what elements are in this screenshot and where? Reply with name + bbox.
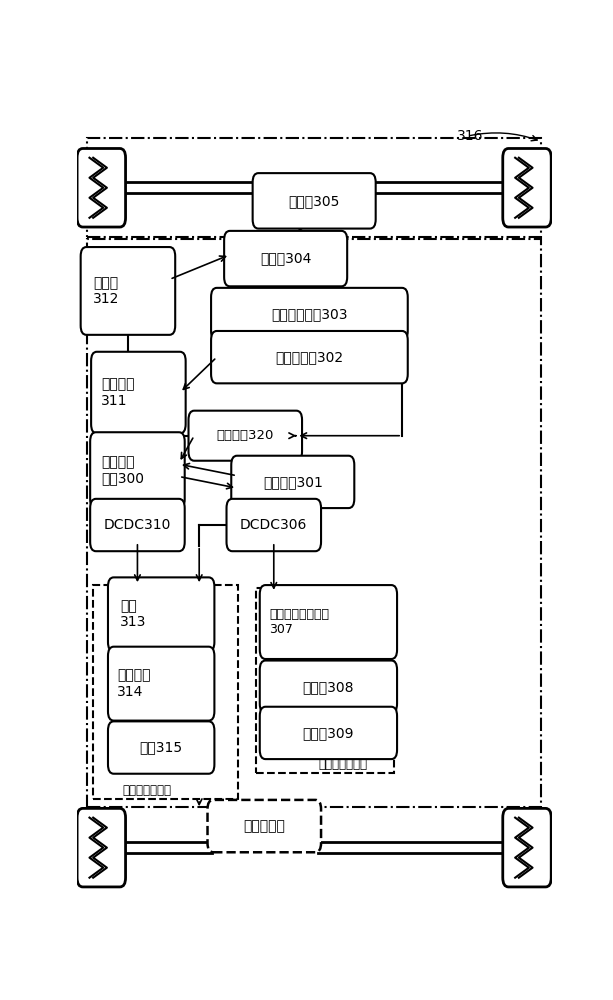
Text: 反相器
312: 反相器 312: [93, 276, 120, 306]
Text: 灯类315: 灯类315: [140, 741, 183, 755]
Text: 电池控制器302: 电池控制器302: [275, 350, 343, 364]
FancyBboxPatch shape: [77, 808, 126, 887]
Text: 一低电压系列一: 一低电压系列一: [123, 784, 172, 797]
Text: 校正单元320: 校正单元320: [216, 429, 274, 442]
FancyBboxPatch shape: [108, 721, 215, 774]
FancyBboxPatch shape: [211, 288, 408, 340]
Text: 除雾器309: 除雾器309: [303, 726, 354, 740]
FancyBboxPatch shape: [91, 352, 186, 433]
FancyBboxPatch shape: [231, 456, 354, 508]
Text: 变速器305: 变速器305: [289, 194, 340, 208]
FancyBboxPatch shape: [208, 800, 321, 852]
FancyBboxPatch shape: [260, 661, 397, 713]
Bar: [93, 585, 238, 799]
Bar: [87, 138, 541, 237]
Text: 电动助力转向系统
307: 电动助力转向系统 307: [269, 608, 329, 636]
FancyBboxPatch shape: [503, 808, 551, 887]
FancyBboxPatch shape: [260, 707, 397, 759]
Bar: [87, 239, 541, 807]
Text: 音响
313: 音响 313: [120, 599, 147, 629]
FancyBboxPatch shape: [189, 411, 302, 461]
Text: 电动车窗
314: 电动车窗 314: [117, 669, 151, 699]
Text: DCDC310: DCDC310: [104, 518, 171, 532]
FancyBboxPatch shape: [503, 148, 551, 227]
Bar: [256, 588, 394, 773]
FancyBboxPatch shape: [108, 577, 215, 651]
FancyBboxPatch shape: [260, 585, 397, 659]
Text: 发动机304: 发动机304: [260, 252, 311, 266]
Text: 一高电压系列一: 一高电压系列一: [318, 758, 367, 771]
FancyBboxPatch shape: [253, 173, 376, 229]
Text: 第二电池
311: 第二电池 311: [101, 377, 135, 408]
FancyBboxPatch shape: [90, 432, 185, 508]
FancyBboxPatch shape: [77, 148, 126, 227]
Text: 异常监测
单元300: 异常监测 单元300: [101, 455, 144, 485]
Text: 后置发动机: 后置发动机: [243, 819, 285, 833]
FancyBboxPatch shape: [224, 231, 347, 286]
Text: 第一电池301: 第一电池301: [263, 475, 322, 489]
Text: 加热器308: 加热器308: [303, 680, 354, 694]
Text: DCDC306: DCDC306: [240, 518, 308, 532]
FancyBboxPatch shape: [211, 331, 408, 383]
FancyBboxPatch shape: [108, 647, 215, 721]
FancyBboxPatch shape: [81, 247, 175, 335]
FancyBboxPatch shape: [90, 499, 185, 551]
FancyBboxPatch shape: [227, 499, 321, 551]
Text: 316: 316: [457, 129, 483, 143]
Text: 发动机控制器303: 发动机控制器303: [271, 307, 348, 321]
